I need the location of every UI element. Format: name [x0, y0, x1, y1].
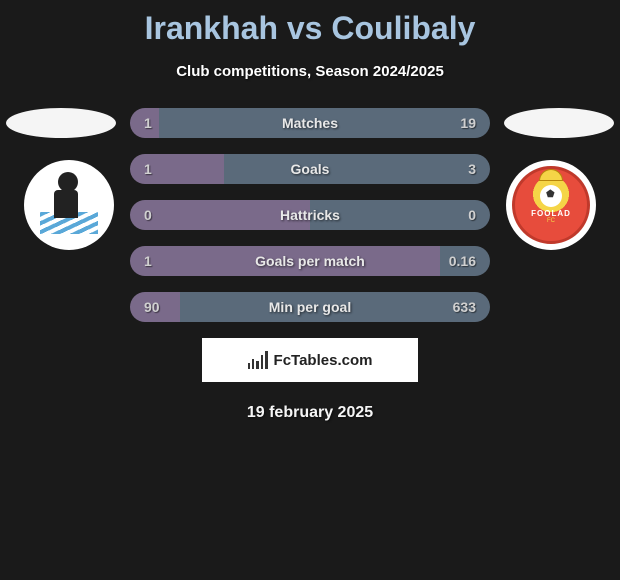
stat-bar-right — [224, 154, 490, 184]
page-title: Irankhah vs Coulibaly — [0, 0, 620, 47]
stat-label: Hattricks — [280, 207, 340, 223]
brand-box[interactable]: FcTables.com — [202, 338, 418, 382]
player-placeholder-right — [504, 108, 614, 138]
stat-value-left: 0 — [144, 207, 152, 223]
player-placeholder-left — [6, 108, 116, 138]
stat-value-right: 0 — [468, 207, 476, 223]
stat-row: 1 3 Goals — [130, 154, 490, 184]
stat-row: 90 633 Min per goal — [130, 292, 490, 322]
stat-label: Goals per match — [255, 253, 365, 269]
club-right-suffix: FC — [547, 218, 555, 224]
subtitle: Club competitions, Season 2024/2025 — [0, 63, 620, 80]
stat-value-left: 90 — [144, 299, 160, 315]
stat-value-left: 1 — [144, 161, 152, 177]
stat-label: Goals — [291, 161, 330, 177]
stat-value-right: 19 — [460, 115, 476, 131]
stat-value-right: 3 — [468, 161, 476, 177]
stats-column: 1 19 Matches 1 3 Goals 0 0 Hattricks 1 0.16 Goals p… — [130, 108, 490, 322]
club-logo-left-graphic — [34, 170, 104, 240]
comparison-panel: FOOLAD FC 1 19 Matches 1 3 Goals 0 0 Hattricks 1 0… — [0, 108, 620, 422]
stat-value-left: 1 — [144, 115, 152, 131]
bar-chart-icon — [248, 351, 268, 369]
brand-text: FcTables.com — [274, 352, 373, 369]
stat-value-right: 0.16 — [449, 253, 476, 269]
stat-value-left: 1 — [144, 253, 152, 269]
club-logo-right: FOOLAD FC — [506, 160, 596, 250]
stat-value-right: 633 — [453, 299, 476, 315]
stat-row: 1 19 Matches — [130, 108, 490, 138]
stat-row: 1 0.16 Goals per match — [130, 246, 490, 276]
stat-label: Matches — [282, 115, 338, 131]
club-logo-right-graphic: FOOLAD FC — [512, 166, 590, 244]
date-text: 19 february 2025 — [0, 404, 620, 422]
club-right-name: FOOLAD — [531, 209, 571, 218]
stat-row: 0 0 Hattricks — [130, 200, 490, 230]
club-logo-left — [24, 160, 114, 250]
stat-label: Min per goal — [269, 299, 351, 315]
